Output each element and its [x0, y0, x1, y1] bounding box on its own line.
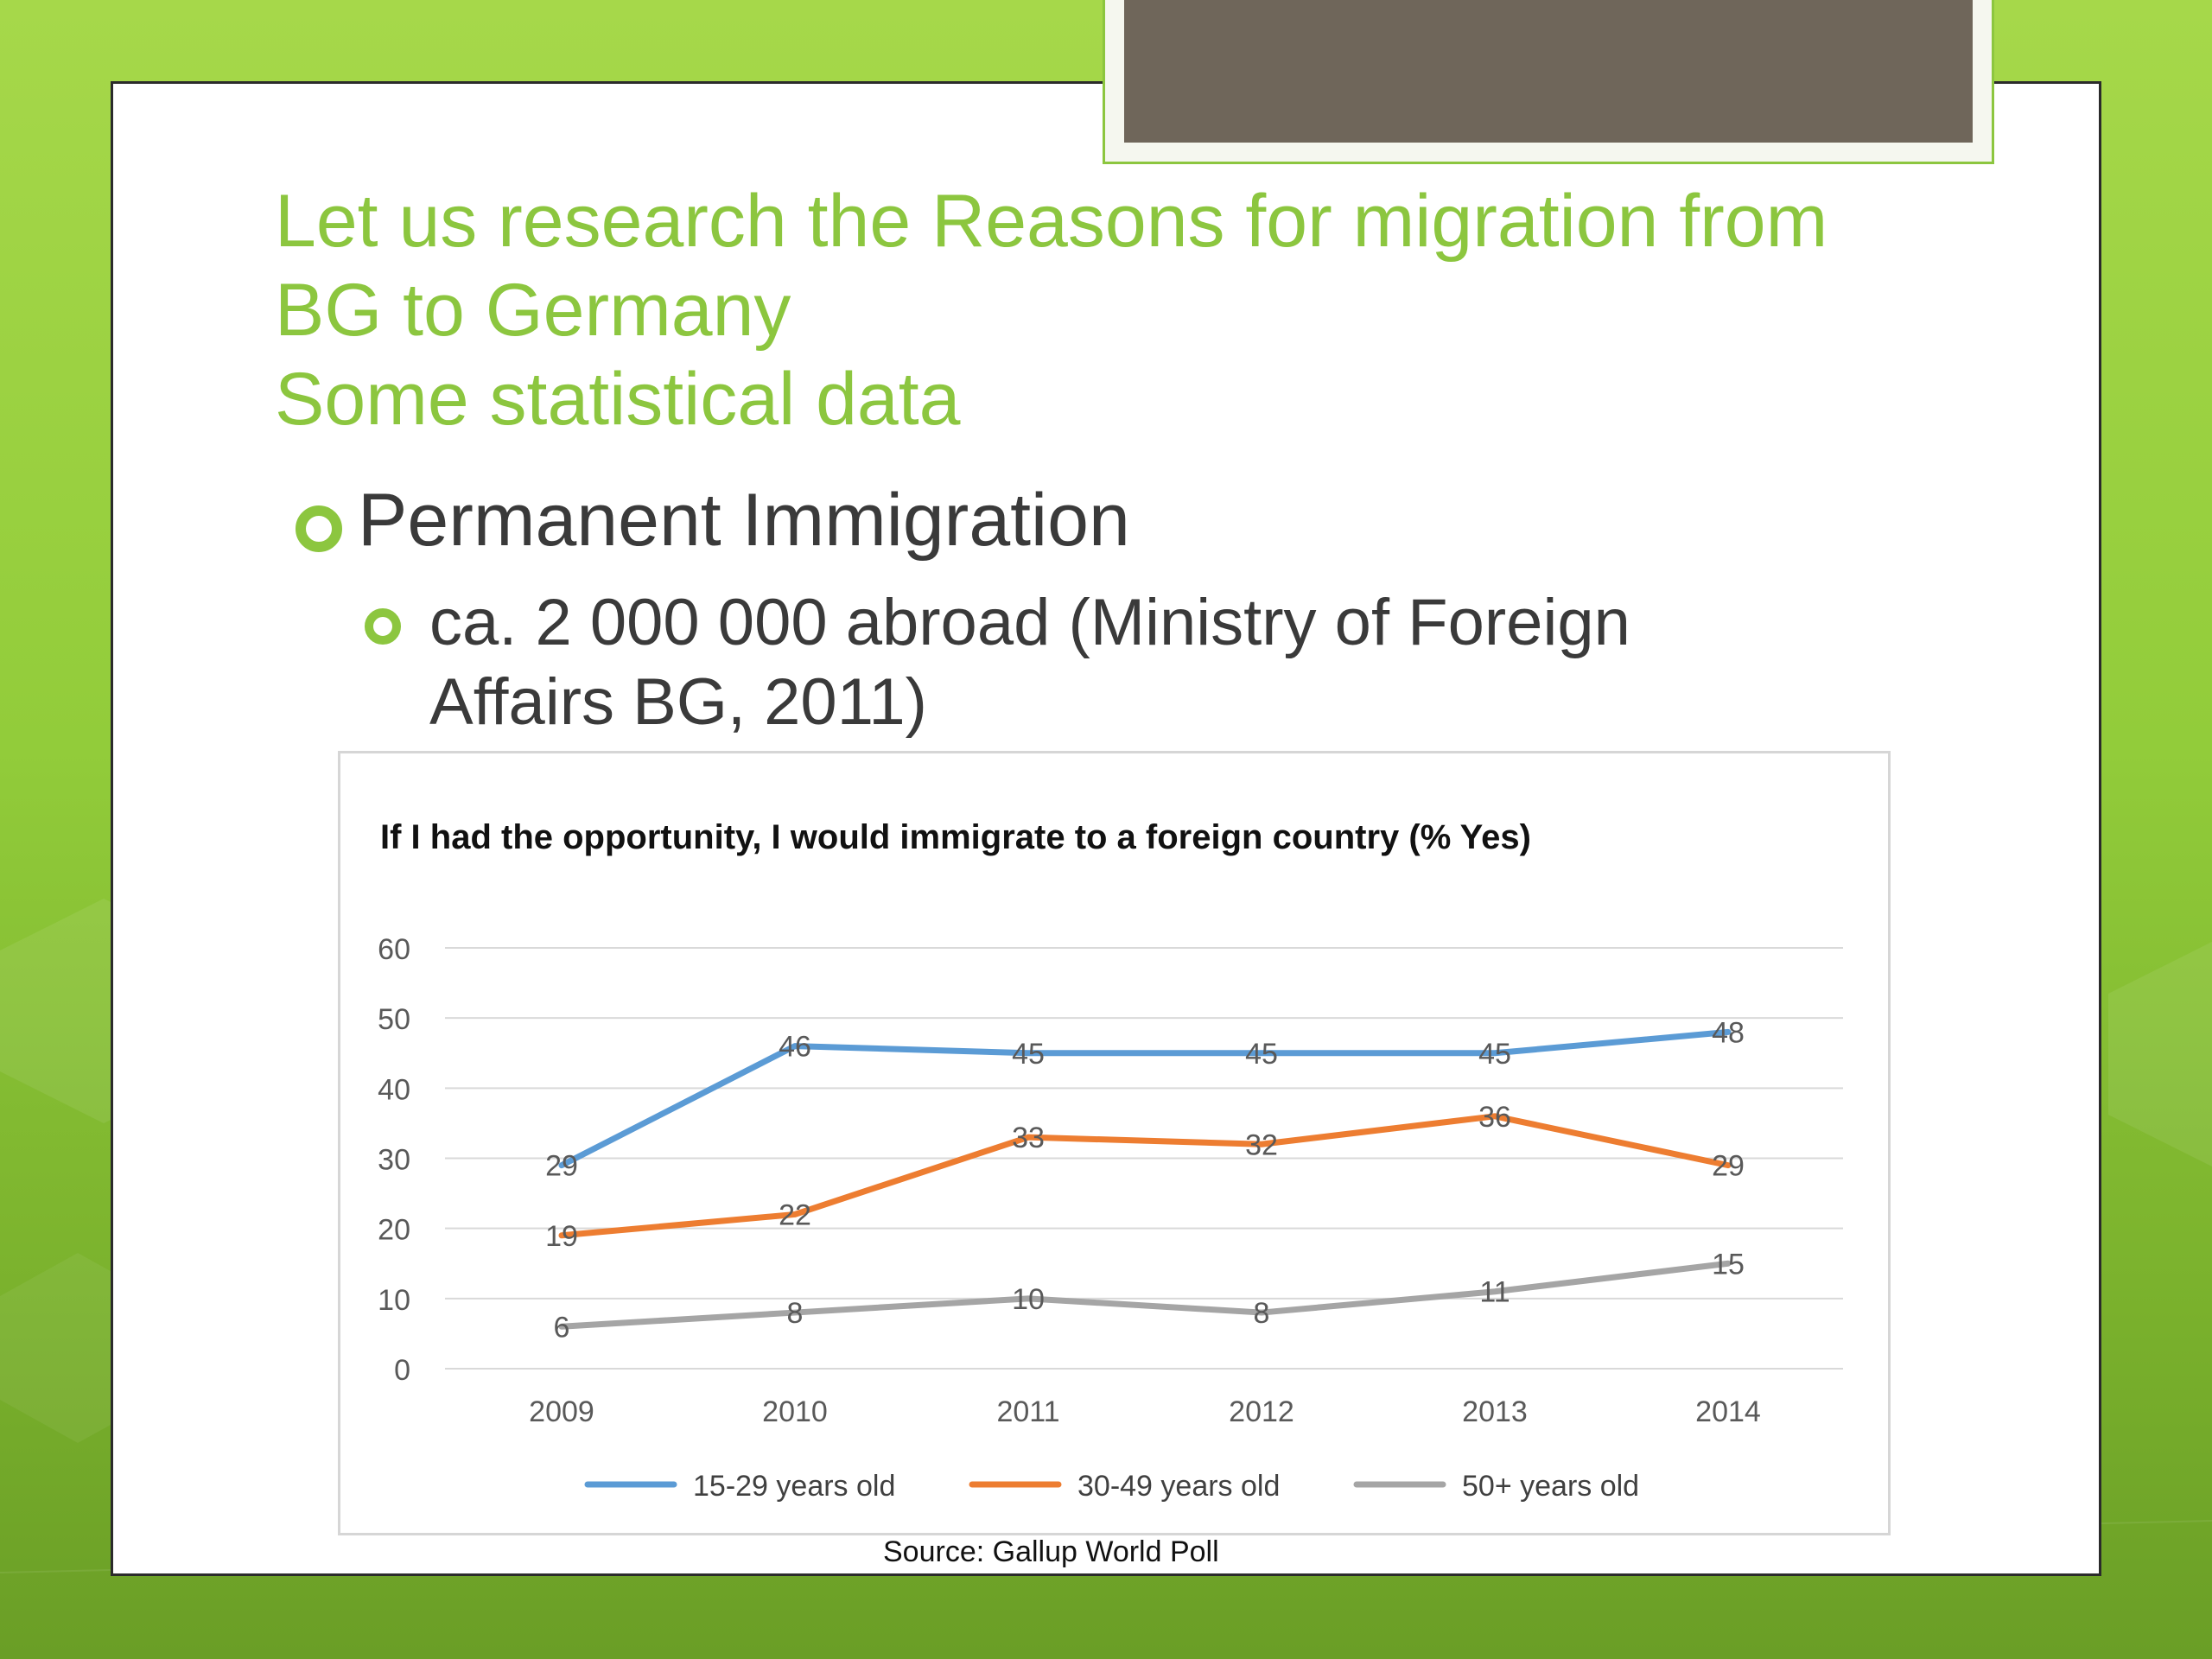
data-label: 15 [1712, 1248, 1745, 1281]
title-line-2: BG to Germany [275, 269, 791, 352]
image-placeholder [1124, 0, 1973, 143]
x-tick-label: 2013 [1462, 1395, 1528, 1428]
data-label: 29 [545, 1150, 578, 1183]
data-label: 19 [545, 1220, 578, 1253]
y-tick-label: 50 [378, 1003, 410, 1036]
x-tick-label: 2010 [762, 1395, 828, 1428]
y-tick-label: 0 [394, 1354, 410, 1387]
data-label: 46 [779, 1031, 811, 1064]
y-tick-label: 20 [378, 1214, 410, 1247]
x-tick-label: 2011 [996, 1395, 1059, 1428]
bullet-circle-icon [365, 608, 401, 645]
series-line-3 [558, 1260, 1732, 1330]
image-placeholder-frame [1103, 0, 1994, 164]
series-line-1 [558, 1028, 1732, 1169]
data-label: 29 [1712, 1150, 1745, 1183]
data-label: 22 [779, 1198, 811, 1231]
legend-label: 50+ years old [1462, 1470, 1639, 1503]
data-label: 32 [1245, 1128, 1278, 1161]
data-label: 10 [1012, 1283, 1045, 1316]
legend-label: 30-49 years old [1077, 1470, 1280, 1503]
data-label: 36 [1478, 1101, 1511, 1134]
y-tick-label: 60 [378, 933, 410, 966]
data-label: 48 [1712, 1016, 1745, 1049]
legend-label: 15-29 years old [693, 1470, 895, 1503]
source-note: Source: Gallup World Poll [883, 1535, 1219, 1568]
data-label: 6 [554, 1311, 570, 1344]
data-label: 45 [1478, 1038, 1511, 1071]
y-tick-label: 10 [378, 1284, 410, 1317]
data-label: 8 [1254, 1297, 1270, 1330]
bullet-permanent-immigration: Permanent Immigration [358, 479, 1130, 562]
chart-title: If I had the opportunity, I would immigr… [380, 818, 1531, 856]
bullet-abroad-count: ca. 2 000 000 abroad (Ministry of Foreig… [429, 586, 1630, 739]
series-line-2 [558, 1113, 1732, 1239]
data-label: 45 [1012, 1038, 1045, 1071]
x-tick-label: 2012 [1229, 1395, 1294, 1428]
title-line-1: Let us research the Reasons for migratio… [275, 180, 1828, 263]
data-label: 45 [1245, 1038, 1278, 1071]
y-tick-label: 40 [378, 1073, 410, 1106]
data-label: 8 [787, 1297, 804, 1330]
data-label: 33 [1012, 1122, 1045, 1154]
data-label: 11 [1479, 1276, 1510, 1309]
x-tick-label: 2014 [1695, 1395, 1761, 1428]
x-tick-label: 2009 [529, 1395, 594, 1428]
y-tick-label: 30 [378, 1144, 410, 1177]
title-line-3: Some statistical data [275, 358, 961, 441]
slide-title: Let us research the Reasons for migratio… [275, 177, 2003, 444]
